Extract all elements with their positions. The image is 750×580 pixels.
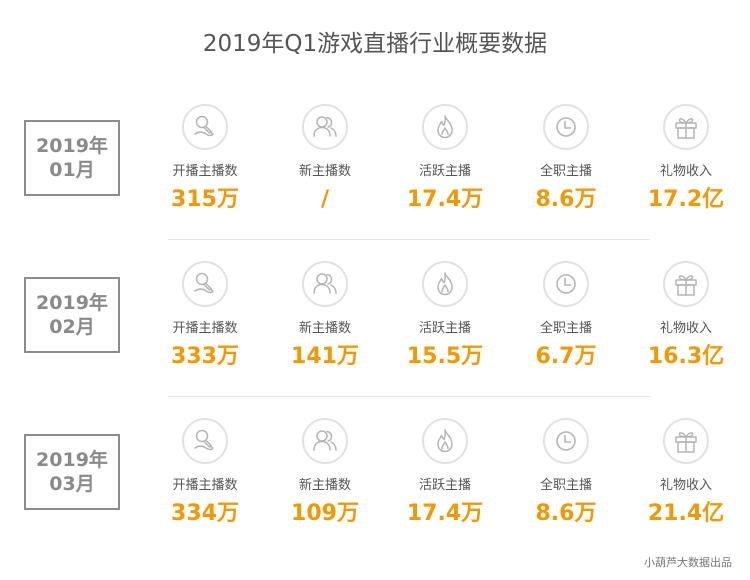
metric-value: 315万 xyxy=(171,187,239,212)
metric-value: 15.5万 xyxy=(406,344,484,369)
microphone-icon xyxy=(182,418,228,464)
metric-label: 活跃主播 xyxy=(418,478,471,493)
metric-card: 全职主播 8.6万 xyxy=(506,104,626,214)
gift-icon xyxy=(663,418,709,464)
metric-label: 新主播数 xyxy=(298,164,351,179)
gift-icon xyxy=(663,104,709,150)
metric-value: 17.4万 xyxy=(406,501,484,526)
metric-card: 礼物收入 17.2亿 xyxy=(626,104,746,214)
month-label-year: 2019年 xyxy=(36,135,108,157)
metric-card: 活跃主播 15.5万 xyxy=(385,261,505,371)
metric-label: 新主播数 xyxy=(298,478,351,493)
month-label-month: 03月 xyxy=(49,473,95,495)
metric-value: 17.2亿 xyxy=(647,187,725,212)
metric-value: / xyxy=(320,187,330,212)
metric-card: 开播主播数 333万 xyxy=(145,261,265,371)
metric-label: 开播主播数 xyxy=(172,164,238,179)
metric-value: 16.3亿 xyxy=(647,344,725,369)
metric-label: 全职主播 xyxy=(539,321,592,336)
metric-label: 礼物收入 xyxy=(659,164,712,179)
month-label-box: 2019年 01月 xyxy=(24,120,120,196)
metric-card: 新主播数 / xyxy=(265,104,385,214)
flame-icon xyxy=(422,104,468,150)
month-label-year: 2019年 xyxy=(36,449,108,471)
metric-card: 开播主播数 315万 xyxy=(145,104,265,214)
metric-card: 礼物收入 16.3亿 xyxy=(626,261,746,371)
users-icon xyxy=(302,418,348,464)
month-row: 2019年 02月 开播主播数 333万 新主播数 141万 活跃主播 15.5万 全职主播 6.… xyxy=(0,261,750,411)
row-divider xyxy=(168,239,650,240)
metric-card: 礼物收入 21.4亿 xyxy=(626,418,746,528)
footer-credit: 小葫芦大数据出品 xyxy=(644,556,732,569)
flame-icon xyxy=(422,418,468,464)
metric-card: 开播主播数 334万 xyxy=(145,418,265,528)
metric-value: 141万 xyxy=(291,344,359,369)
metric-card: 新主播数 141万 xyxy=(265,261,385,371)
metric-label: 全职主播 xyxy=(539,478,592,493)
metric-value: 109万 xyxy=(291,501,359,526)
metric-value: 6.7万 xyxy=(535,344,597,369)
month-label-month: 01月 xyxy=(49,159,95,181)
metric-value: 8.6万 xyxy=(535,501,597,526)
metric-value: 333万 xyxy=(171,344,239,369)
microphone-icon xyxy=(182,261,228,307)
month-row: 2019年 01月 开播主播数 315万 新主播数 / 活跃主播 17.4万 全职主播 8.6万礼… xyxy=(0,104,750,254)
users-icon xyxy=(302,104,348,150)
metric-value: 334万 xyxy=(171,501,239,526)
metric-card: 新主播数 109万 xyxy=(265,418,385,528)
clock-icon xyxy=(543,104,589,150)
metric-label: 开播主播数 xyxy=(172,321,238,336)
microphone-icon xyxy=(182,104,228,150)
month-label-year: 2019年 xyxy=(36,292,108,314)
metric-value: 21.4亿 xyxy=(647,501,725,526)
metric-label: 新主播数 xyxy=(298,321,351,336)
month-label-box: 2019年 02月 xyxy=(24,277,120,353)
metric-label: 全职主播 xyxy=(539,164,592,179)
clock-icon xyxy=(543,261,589,307)
users-icon xyxy=(302,261,348,307)
month-label-box: 2019年 03月 xyxy=(24,434,120,510)
flame-icon xyxy=(422,261,468,307)
row-divider xyxy=(168,396,650,397)
gift-icon xyxy=(663,261,709,307)
metric-card: 全职主播 8.6万 xyxy=(506,418,626,528)
metric-card: 全职主播 6.7万 xyxy=(506,261,626,371)
metric-label: 活跃主播 xyxy=(418,321,471,336)
clock-icon xyxy=(543,418,589,464)
page-title: 2019年Q1游戏直播行业概要数据 xyxy=(202,31,548,57)
metric-label: 礼物收入 xyxy=(659,321,712,336)
metric-value: 17.4万 xyxy=(406,187,484,212)
metric-value: 8.6万 xyxy=(535,187,597,212)
month-label-month: 02月 xyxy=(49,316,95,338)
metric-label: 活跃主播 xyxy=(418,164,471,179)
metric-card: 活跃主播 17.4万 xyxy=(385,418,505,528)
metric-card: 活跃主播 17.4万 xyxy=(385,104,505,214)
metric-label: 礼物收入 xyxy=(659,478,712,493)
metric-label: 开播主播数 xyxy=(172,478,238,493)
month-row: 2019年 03月 开播主播数 334万 新主播数 109万 活跃主播 17.4万 全职主播 8.… xyxy=(0,418,750,568)
